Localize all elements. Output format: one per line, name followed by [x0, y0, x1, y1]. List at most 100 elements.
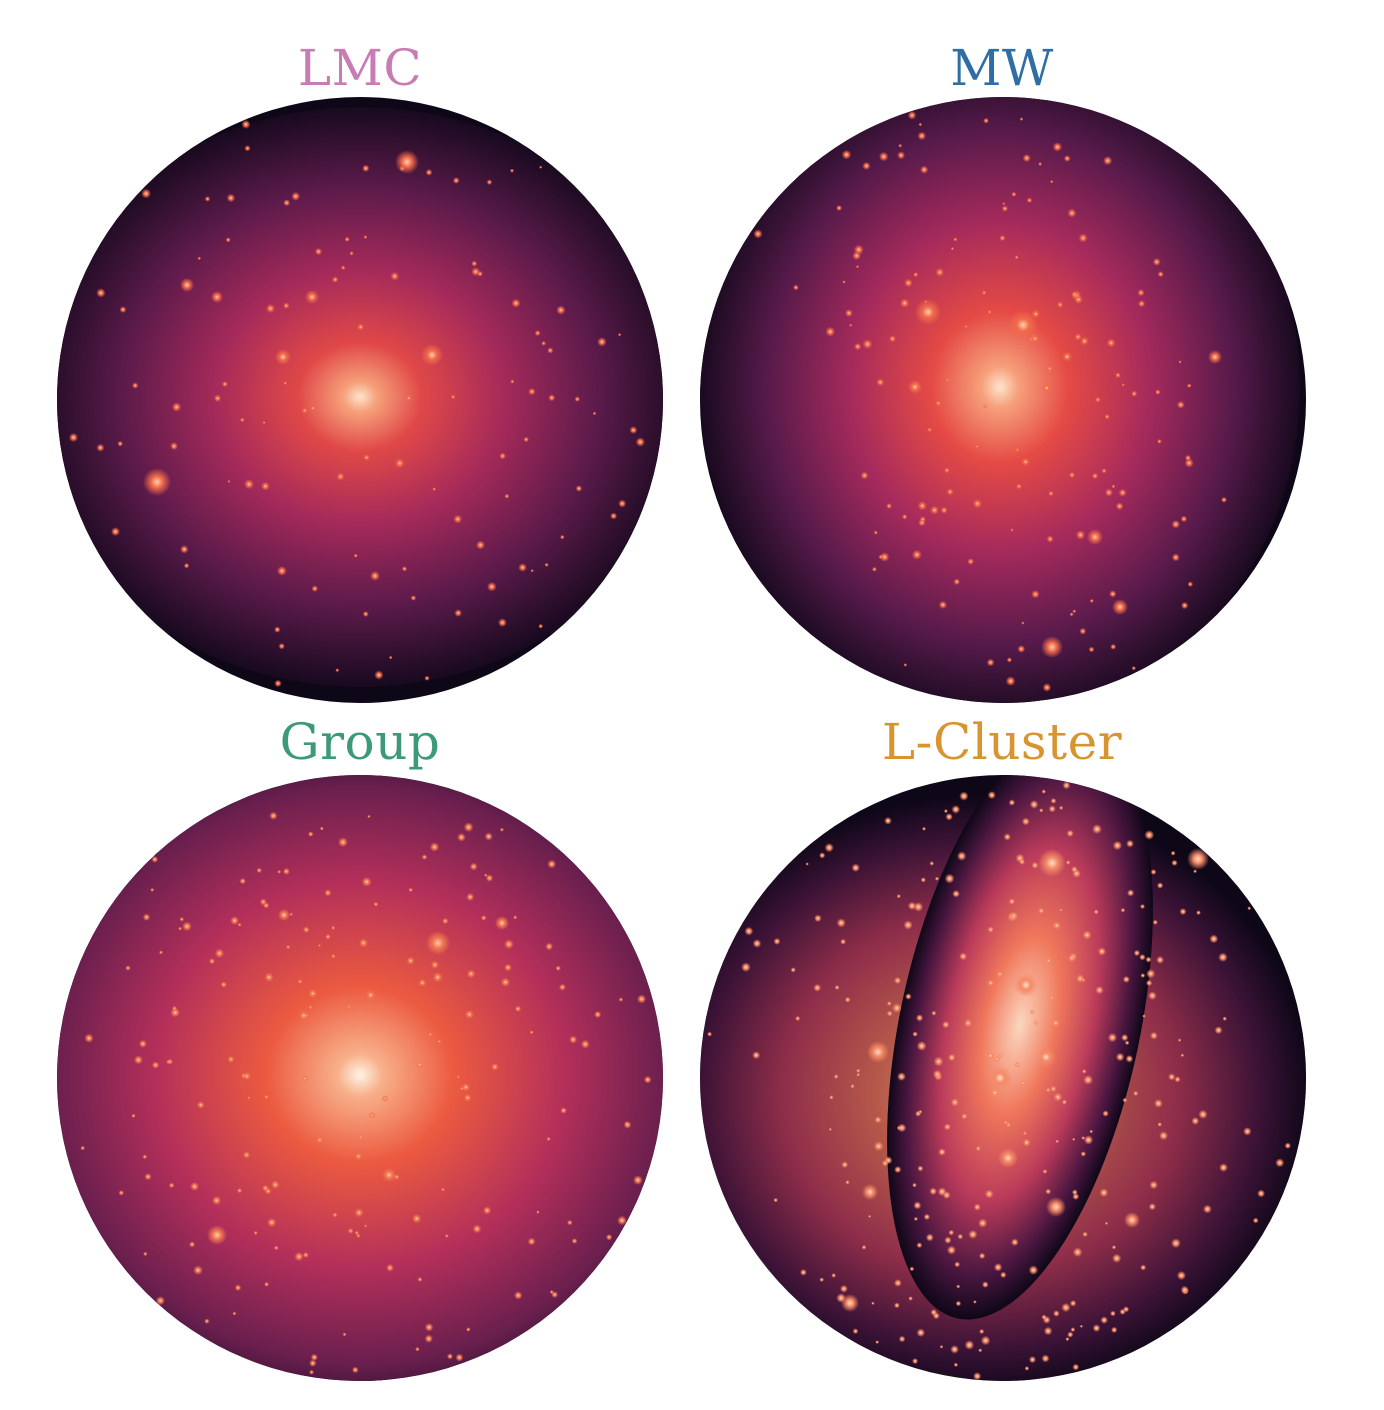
subhalo-clump — [1082, 1231, 1088, 1237]
subhalo-clump — [119, 306, 127, 313]
subhalo-clump — [842, 280, 846, 284]
subhalo-clump — [643, 1075, 652, 1084]
subhalo-clump — [999, 235, 1006, 242]
subhalo-clump — [560, 534, 565, 540]
subhalo-clump — [421, 854, 428, 860]
subhalo-clump — [741, 962, 751, 972]
subhalo-clump — [845, 309, 853, 317]
subhalo-clump — [232, 1311, 237, 1316]
subhalo-clump — [486, 179, 493, 185]
subhalo-clump — [548, 394, 556, 402]
subhalo-clump — [529, 1030, 534, 1035]
subhalo-clump — [480, 915, 487, 921]
subhalo-clump — [261, 481, 270, 491]
subhalo-clump — [1065, 1337, 1070, 1342]
subhalo-clump — [362, 611, 369, 617]
subhalo-clump — [424, 675, 430, 681]
subhalo-clump — [358, 1134, 364, 1140]
subhalo-clump — [1171, 520, 1181, 529]
subhalo-clump — [903, 920, 913, 930]
subhalo-clump — [1039, 808, 1044, 813]
subhalo-clump — [142, 1154, 148, 1160]
subhalo-clump — [308, 989, 318, 999]
subhalo-clump — [938, 1148, 946, 1156]
subhalo-clump — [795, 1015, 801, 1022]
subhalo-clump — [1159, 1131, 1169, 1141]
subhalo-clump — [1063, 155, 1071, 162]
subhalo-clump — [454, 609, 463, 617]
subhalo-clump — [364, 1224, 368, 1228]
subhalo-clump — [390, 271, 400, 281]
subhalo-clump — [361, 876, 372, 887]
subhalo-clump — [138, 1039, 147, 1048]
subhalo-clump — [907, 111, 917, 120]
subhalo-clump — [993, 1263, 1003, 1272]
subhalo-clump — [908, 380, 922, 394]
subhalo-clump — [1020, 1080, 1027, 1086]
subhalo-clump — [956, 1284, 961, 1289]
subhalo-clump — [913, 272, 919, 278]
subhalo-clump — [319, 826, 324, 831]
subhalo-clump — [868, 1214, 872, 1218]
subhalo-clump — [143, 1251, 148, 1257]
subhalo-clump — [973, 1300, 977, 1304]
subhalo-clump — [897, 151, 906, 160]
subhalo-clump — [1252, 1217, 1259, 1224]
subhalo-clump — [623, 1120, 632, 1129]
subhalo-clump — [1022, 154, 1031, 163]
subhalo-clump — [973, 1372, 982, 1381]
subhalo-clump — [862, 1184, 878, 1200]
subhalo-clump — [363, 235, 368, 240]
subhalo-clump — [301, 407, 308, 414]
subhalo-clump — [1196, 910, 1201, 916]
subhalo-clump — [841, 1294, 859, 1312]
subhalo-clump — [305, 290, 319, 304]
subhalo-clump — [1257, 1189, 1266, 1198]
subhalo-clump — [1018, 858, 1026, 865]
subhalo-clump — [335, 668, 340, 673]
subhalo-clump — [852, 1328, 859, 1335]
subhalo-clump — [1033, 1020, 1039, 1026]
subhalo-clump — [1019, 117, 1024, 121]
subhalo-clump — [605, 1234, 613, 1241]
subhalo-clump — [938, 600, 947, 609]
subhalo-clump — [974, 444, 980, 449]
subhalo-clump — [834, 985, 840, 990]
subhalo-clump — [180, 545, 189, 554]
subhalo-clump — [243, 1151, 251, 1159]
subhalo-clump — [415, 1060, 424, 1069]
subhalo-clump — [901, 514, 908, 520]
subhalo-clump — [1150, 869, 1157, 875]
subhalo-clump — [1109, 590, 1117, 598]
subhalo-clump — [359, 938, 368, 948]
subhalo-clump — [234, 1284, 242, 1291]
subhalo-clump — [1001, 205, 1009, 212]
subhalo-clump — [946, 488, 954, 496]
subhalo-clump — [513, 915, 518, 920]
subhalo-clump — [466, 969, 476, 979]
subhalo-clump — [487, 581, 497, 592]
subhalo-clump — [415, 1346, 420, 1352]
subhalo-clump — [931, 1010, 937, 1016]
subhalo-clump — [978, 1218, 988, 1228]
panel-lmc-title: LMC — [297, 39, 423, 97]
subhalo-clump — [264, 1281, 270, 1287]
subhalo-clump — [178, 926, 182, 931]
subhalo-clump — [142, 913, 151, 921]
subhalo-clump — [1017, 645, 1026, 653]
subhalo-clump — [1142, 1014, 1146, 1018]
subhalo-clump — [569, 1035, 578, 1044]
subhalo-clump — [1152, 258, 1161, 266]
subhalo-clump — [347, 1004, 351, 1009]
subhalo-clump — [546, 1136, 551, 1142]
subhalo-clump — [1157, 439, 1162, 444]
subhalo-clump — [773, 1197, 778, 1203]
subhalo-clump — [523, 436, 529, 443]
subhalo-clump — [972, 499, 982, 509]
subhalo-clump — [455, 1353, 464, 1362]
subhalo-clump — [862, 161, 871, 170]
subhalo-clump — [1087, 529, 1103, 545]
subhalo-clump — [395, 150, 419, 174]
subhalo-clump — [141, 188, 151, 199]
subhalo-clump — [253, 1230, 258, 1235]
